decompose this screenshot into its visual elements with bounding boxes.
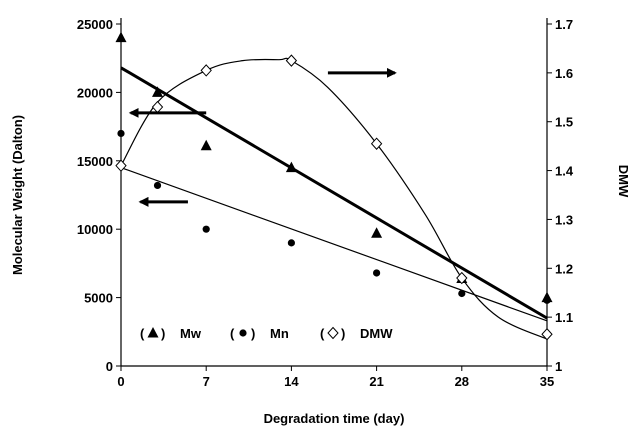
point-dmw: [541, 327, 553, 341]
legend-paren-close: ): [251, 326, 255, 341]
y2-tick-label: 1.4: [555, 164, 574, 179]
data-markers: [115, 31, 553, 341]
axes: 0 5000 10000 15000 20000 25000 1 1.1 1.2 1.3 1.4 1.…: [77, 17, 574, 389]
x-tick-label: 0: [117, 374, 124, 389]
point-mn: [373, 269, 381, 277]
point-mw: [371, 227, 383, 238]
point-dmw: [115, 159, 127, 172]
point-dmw: [151, 100, 164, 114]
y2-tick-label: 1.5: [555, 115, 573, 130]
y-tick-label: 15000: [77, 154, 113, 169]
point-mn: [287, 239, 295, 247]
point-mn: [117, 129, 125, 138]
fit-lines: [120, 57, 548, 340]
point-mw: [115, 31, 127, 43]
point-mn: [543, 296, 551, 304]
fit-line-mn: [120, 167, 548, 322]
legend-entry-mw: () Mw: [140, 326, 202, 341]
legend-paren-open: (: [320, 326, 325, 341]
point-mw: [200, 139, 212, 151]
y-tick-label: 10000: [77, 222, 113, 237]
y2-tick-label: 1.7: [555, 17, 573, 32]
legend-entry-mn: () Mn: [230, 326, 289, 341]
y-axis-title: Molecular Weight (Dalton): [10, 115, 25, 275]
legend-entry-dmw: () DMW: [320, 326, 393, 341]
x-tick-label: 7: [203, 374, 210, 389]
y-tick-label: 20000: [77, 85, 113, 100]
legend-paren-open: (: [230, 326, 235, 341]
y-tick-label: 0: [106, 359, 113, 374]
point-mn: [458, 289, 466, 298]
y2-tick-label: 1: [555, 359, 562, 374]
point-mn: [153, 181, 162, 190]
x-tick-label: 14: [284, 374, 299, 389]
y-tick-label: 25000: [77, 17, 113, 32]
x-tick-label: 35: [540, 374, 554, 389]
point-mn: [202, 225, 210, 233]
legend: () Mw () Mn () DMW: [140, 326, 393, 341]
annotations: [128, 67, 397, 207]
legend-paren-close: ): [341, 326, 345, 341]
point-dmw: [200, 64, 212, 77]
y-tick-label: 5000: [84, 291, 113, 306]
x-tick-label: 28: [455, 374, 469, 389]
x-axis-title: Degradation time (day): [264, 411, 405, 426]
legend-marker-dmw: [327, 326, 339, 340]
legend-marker-mw: [147, 327, 159, 338]
legend-marker-mn: [239, 329, 247, 337]
legend-paren-close: ): [161, 326, 165, 341]
point-mw: [285, 161, 297, 173]
legend-paren-open: (: [140, 326, 145, 341]
point-dmw: [456, 271, 468, 285]
fit-curve-dmw: [120, 57, 548, 340]
y2-tick-label: 1.1: [555, 310, 573, 325]
legend-label-mn: Mn: [270, 326, 289, 341]
y2-tick-label: 1.2: [555, 261, 573, 276]
legend-label-mw: Mw: [180, 326, 202, 341]
fit-line-mw: [120, 66, 548, 320]
y2-axis-title: DMW: [616, 165, 631, 198]
point-dmw: [285, 54, 298, 67]
y2-tick-label: 1.3: [555, 212, 573, 227]
legend-label-dmw: DMW: [360, 326, 393, 341]
point-dmw: [370, 137, 383, 150]
y2-tick-label: 1.6: [555, 66, 573, 81]
x-tick-label: 21: [369, 374, 383, 389]
point-mw: [152, 86, 164, 97]
